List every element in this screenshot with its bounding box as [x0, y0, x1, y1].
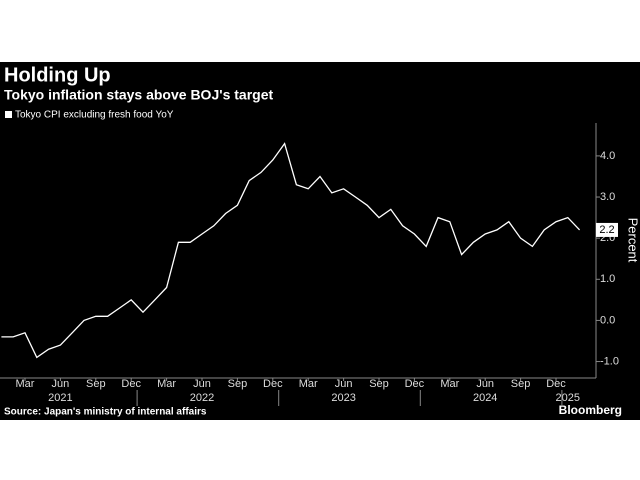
source: Source: Japan's ministry of internal aff…	[4, 407, 207, 418]
x-year-label: 2022	[190, 392, 214, 404]
chart-title: Holding Up	[4, 64, 111, 86]
x-tick-label: Jun	[52, 378, 70, 390]
chart-subtitle: Tokyo inflation stays above BOJ's target	[4, 87, 273, 103]
last-value-box	[596, 222, 618, 237]
y-axis-label: Percent	[626, 218, 640, 263]
y-tick-label: 0.0	[600, 314, 615, 326]
x-tick-label: Sep	[369, 378, 389, 390]
last-value-label: 2.2	[599, 224, 614, 236]
x-tick-label: Mar	[16, 378, 35, 390]
x-tick-label: Jun	[476, 378, 494, 390]
x-year-label: 2024	[473, 392, 497, 404]
x-tick-label: Jun	[193, 378, 211, 390]
y-tick-label: 3.0	[600, 191, 615, 203]
x-tick-label: Sep	[511, 378, 531, 390]
y-tick-label: 4.0	[600, 150, 615, 162]
x-tick-label: Mar	[157, 378, 176, 390]
x-year-label: 2021	[48, 392, 72, 404]
x-tick-label: Jun	[335, 378, 353, 390]
x-year-label: 2023	[331, 392, 355, 404]
x-tick-label: Mar	[299, 378, 318, 390]
brand: Bloomberg	[559, 403, 622, 417]
y-tick-label: 1.0	[600, 273, 615, 285]
background	[0, 62, 640, 420]
legend-swatch	[5, 111, 12, 118]
x-tick-label: Dec	[405, 378, 425, 390]
x-tick-label: Sep	[86, 378, 106, 390]
x-tick-label: Mar	[440, 378, 459, 390]
x-year-label: 2025	[556, 392, 580, 404]
legend-label: Tokyo CPI excluding fresh food YoY	[15, 110, 174, 121]
x-tick-label: Dec	[263, 378, 283, 390]
y-tick-label: -1.0	[600, 355, 619, 367]
x-tick-label: Dec	[546, 378, 566, 390]
x-tick-label: Sep	[228, 378, 248, 390]
x-tick-label: Dec	[121, 378, 141, 390]
line	[1, 142, 581, 359]
